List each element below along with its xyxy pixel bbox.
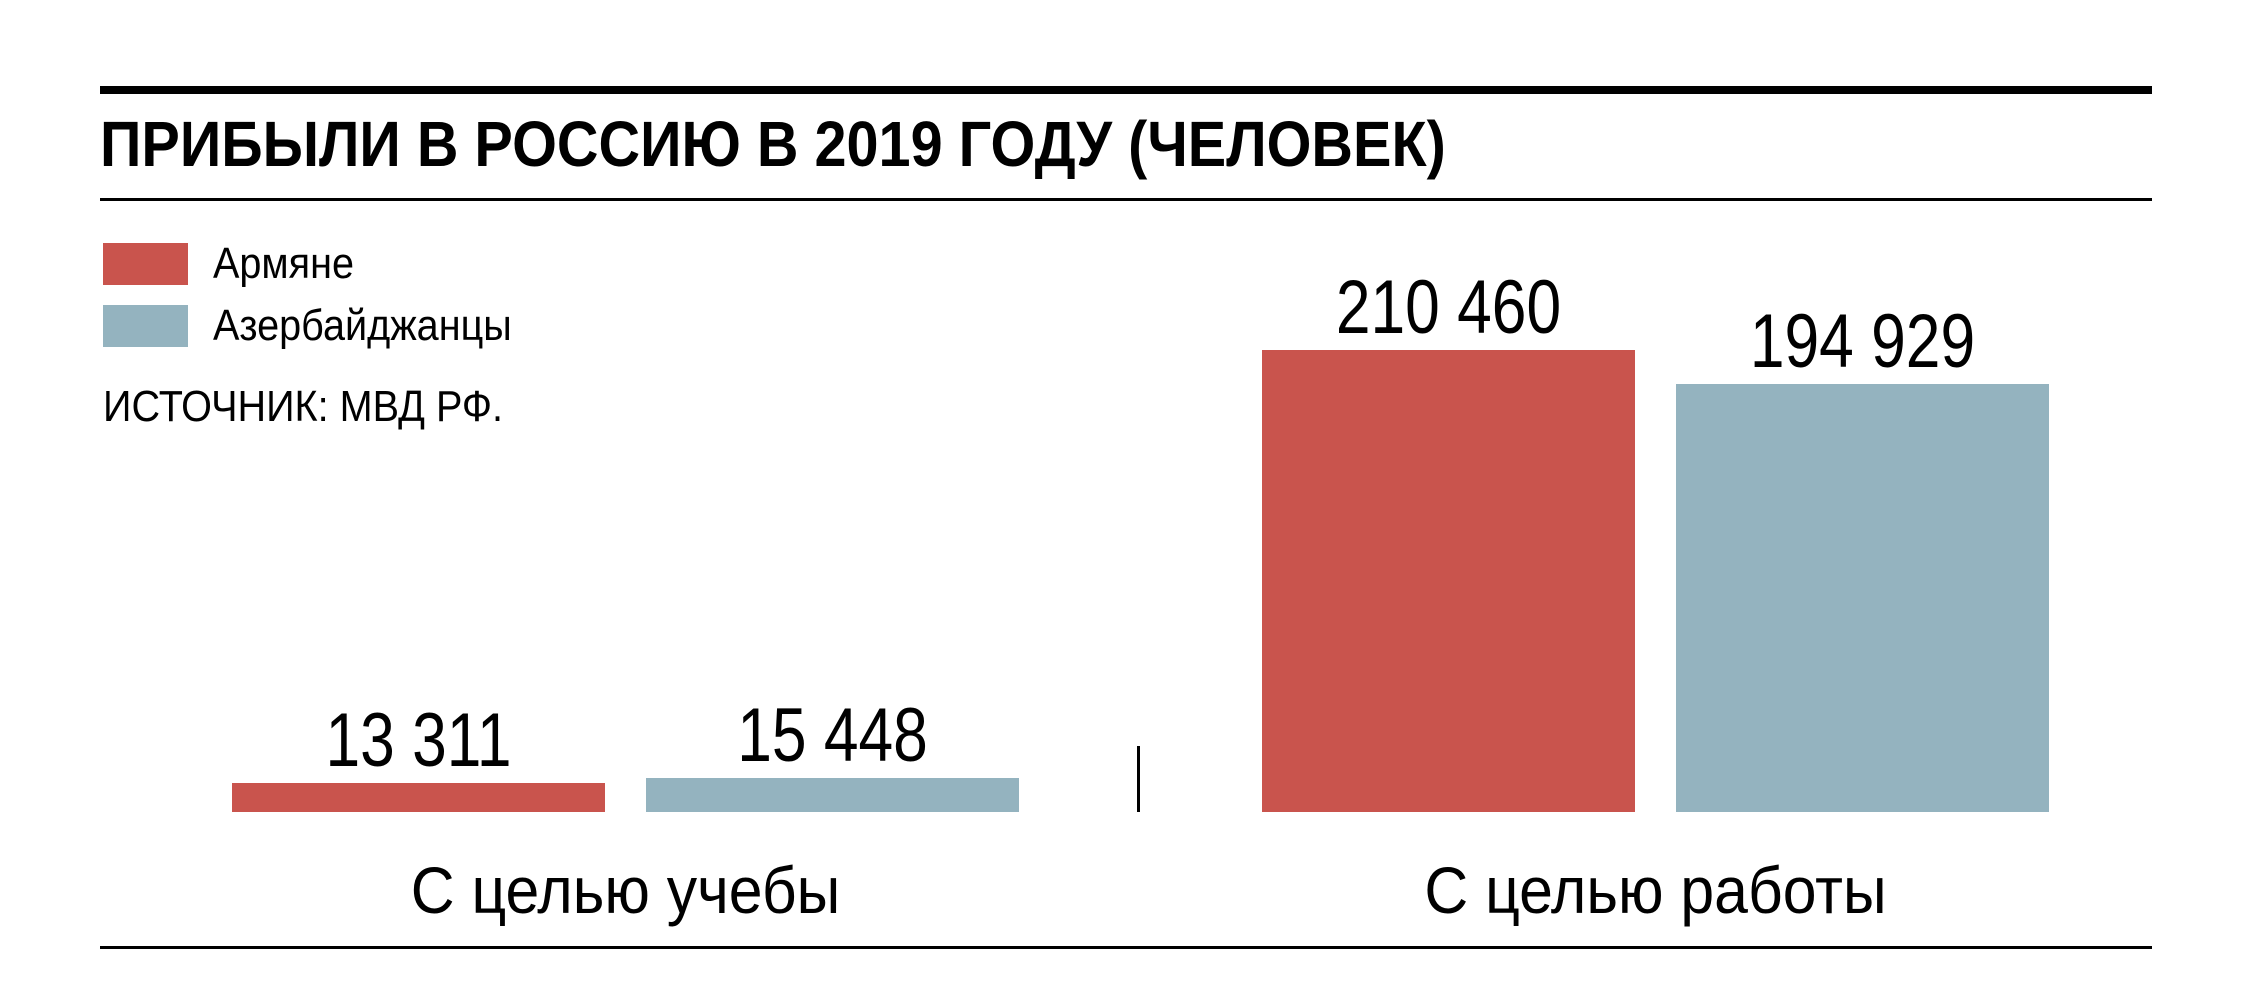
value-label-armenians-work: 210 460 [1335, 265, 1562, 350]
bar-armenians-study [232, 783, 605, 812]
value-label-azerbaijanis-work: 194 929 [1749, 299, 1976, 384]
category-label-study: С целью учебы [410, 853, 841, 927]
legend-swatch-red [103, 243, 188, 285]
legend-label: Армяне [213, 239, 355, 288]
legend-item-armenians: Армяне [103, 239, 545, 288]
bar-armenians-work [1262, 350, 1635, 812]
group-divider-line [1137, 746, 1140, 812]
value-label-armenians-study: 13 311 [325, 698, 512, 783]
category-label-work: С целью работы [1424, 853, 1887, 927]
legend: Армяне Азербайджанцы [103, 239, 545, 350]
legend-label: Азербайджанцы [213, 301, 512, 350]
chart-title: ПРИБЫЛИ В РОССИЮ В 2019 ГОДУ (ЧЕЛОВЕК) [100, 108, 1446, 180]
title-underline-rule [100, 198, 2152, 201]
value-label-azerbaijanis-study: 15 448 [737, 693, 928, 778]
bar-azerbaijanis-work [1676, 384, 2049, 812]
top-rule [100, 86, 2152, 94]
bar-azerbaijanis-study [646, 778, 1019, 812]
bottom-rule [100, 946, 2152, 949]
source-note: ИСТОЧНИК: МВД РФ. [103, 382, 504, 431]
legend-swatch-blue [103, 305, 188, 347]
legend-item-azerbaijanis: Азербайджанцы [103, 301, 545, 350]
